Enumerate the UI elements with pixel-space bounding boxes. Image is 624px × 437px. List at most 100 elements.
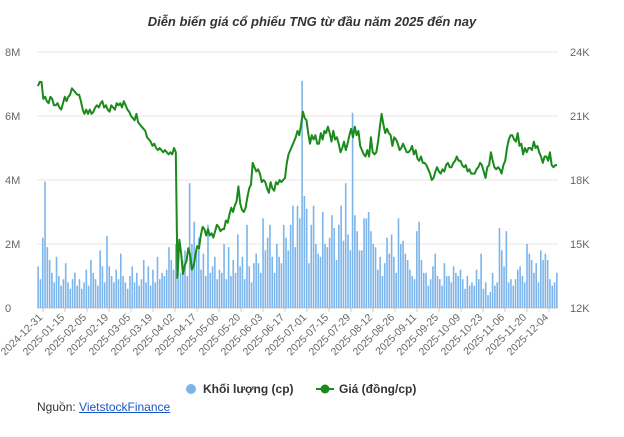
volume-bar <box>218 269 221 308</box>
volume-bar <box>136 272 138 308</box>
volume-bar <box>207 224 209 308</box>
volume-bar <box>374 247 377 308</box>
volume-bar <box>344 183 347 308</box>
volume-bar <box>333 228 336 308</box>
volume-bar <box>255 253 257 308</box>
volume-bar <box>533 272 535 308</box>
y-right-tick-label: 12K <box>570 303 590 315</box>
legend-price-marker-icon <box>320 384 330 394</box>
volume-bar <box>202 253 205 308</box>
legend[interactable]: Khối lượng (cp) Giá (đồng/cp) <box>186 382 416 396</box>
volume-bar <box>257 263 260 308</box>
volume-bar <box>41 237 44 308</box>
volume-bar <box>44 181 46 308</box>
volume-bar <box>234 272 237 308</box>
volume-bar <box>147 266 150 308</box>
volume-bar <box>498 228 501 308</box>
source-link[interactable]: VietstockFinance <box>79 400 171 414</box>
volume-bar <box>526 244 528 308</box>
y-right-tick-label: 24K <box>570 47 590 59</box>
volume-bar <box>204 276 207 308</box>
volume-bar <box>356 231 358 308</box>
volume-bar <box>347 234 349 308</box>
volume-bar <box>85 269 88 308</box>
volume-bar <box>156 256 159 308</box>
volume-bar <box>404 253 407 308</box>
legend-item-price[interactable]: Giá (đồng/cp) <box>316 382 416 396</box>
volume-bar <box>505 231 508 308</box>
volume-bar <box>97 285 99 308</box>
volume-bar <box>243 279 246 308</box>
volume-bar <box>315 244 317 308</box>
volume-bar <box>517 269 519 308</box>
volume-bar <box>179 272 182 308</box>
volume-bar <box>468 285 471 308</box>
volume-bar <box>296 205 299 308</box>
volume-bar <box>377 269 379 308</box>
volume-bar <box>241 256 244 308</box>
volume-bar <box>142 260 145 308</box>
volume-bar <box>420 260 423 308</box>
volume-bar <box>285 237 287 308</box>
volume-bar <box>74 272 76 308</box>
legend-item-volume[interactable]: Khối lượng (cp) <box>186 382 294 396</box>
volume-bar <box>62 279 65 308</box>
volume-bar <box>328 237 331 308</box>
volume-bar <box>48 260 51 308</box>
y-right-tick-label: 15K <box>570 239 590 251</box>
volume-bar <box>237 234 239 308</box>
volume-bar <box>129 276 131 308</box>
legend-volume-marker-icon <box>186 384 196 394</box>
volume-bar <box>211 266 214 308</box>
volume-bar <box>461 279 464 308</box>
volume-bar <box>108 266 111 308</box>
volume-bar <box>365 218 368 308</box>
volume-bar <box>523 282 526 308</box>
volume-bar <box>273 272 276 308</box>
volume-bar <box>163 276 166 308</box>
volume-bar <box>324 244 326 308</box>
volume-bar <box>69 288 72 308</box>
volume-bar <box>471 282 473 308</box>
volume-bar <box>248 266 251 308</box>
volume-bar <box>64 263 67 308</box>
volume-bar <box>445 276 448 308</box>
price-line <box>36 80 558 280</box>
volume-bar <box>312 205 315 308</box>
volume-bar <box>53 282 56 308</box>
volume-bar <box>390 234 393 308</box>
volume-bar <box>441 285 443 308</box>
volume-bar <box>351 112 354 308</box>
volume-bar <box>370 231 372 308</box>
volume-bar <box>188 183 191 308</box>
x-axis: 2024-12-312025-01-152025-02-052025-02-19… <box>0 308 551 358</box>
source-note: Nguồn: VietstockFinance <box>37 400 170 414</box>
volume-bar <box>422 272 425 308</box>
volume-bar <box>542 260 544 308</box>
volume-bar <box>363 218 365 308</box>
volume-bar <box>459 269 462 308</box>
volume-bar <box>106 236 108 308</box>
y-left-tick-label: 2M <box>5 239 20 251</box>
volume-bar <box>367 212 370 308</box>
volume-bar <box>87 285 90 308</box>
volume-bar <box>232 260 235 308</box>
volume-bar <box>37 266 39 308</box>
volume-bar <box>438 279 441 308</box>
y-left-tick-label: 8M <box>5 47 20 59</box>
volume-bars <box>37 80 558 308</box>
volume-bar <box>101 266 104 308</box>
volume-bar <box>46 247 49 308</box>
volume-bar <box>317 253 319 308</box>
volume-bar <box>225 279 228 308</box>
volume-bar <box>473 285 476 308</box>
volume-bar <box>58 276 60 308</box>
volume-bar <box>393 256 395 308</box>
volume-bar <box>195 250 198 308</box>
volume-bar <box>170 260 173 308</box>
volume-bar <box>216 279 218 308</box>
volume-bar <box>342 240 345 308</box>
volume-bar <box>214 256 216 308</box>
volume-bar <box>500 250 503 308</box>
volume-bar <box>292 205 294 308</box>
